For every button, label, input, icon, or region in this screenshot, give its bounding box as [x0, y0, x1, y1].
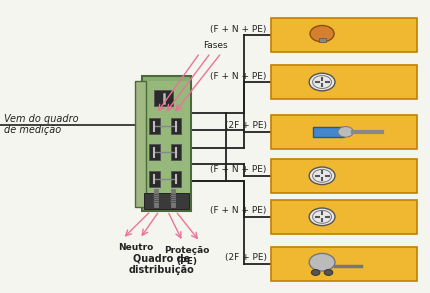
- Text: (2F + PE): (2F + PE): [224, 253, 267, 262]
- Circle shape: [324, 270, 333, 275]
- Bar: [271, 65, 417, 99]
- Bar: [271, 18, 417, 52]
- Circle shape: [311, 270, 320, 275]
- Text: Fases: Fases: [203, 41, 227, 50]
- Bar: [171, 171, 181, 187]
- Bar: [149, 171, 160, 187]
- Text: (F + N + PE): (F + N + PE): [210, 165, 267, 174]
- Text: (F + N + PE): (F + N + PE): [210, 71, 267, 81]
- Circle shape: [309, 208, 335, 226]
- Bar: [319, 38, 326, 42]
- Bar: [144, 81, 190, 207]
- Bar: [144, 193, 189, 209]
- Text: Quadro de
distribuição: Quadro de distribuição: [129, 254, 194, 275]
- Bar: [271, 200, 417, 234]
- Circle shape: [310, 25, 334, 42]
- Bar: [313, 127, 344, 137]
- Circle shape: [309, 253, 335, 271]
- Text: Proteção
(PE): Proteção (PE): [164, 246, 210, 265]
- Circle shape: [338, 127, 353, 137]
- Bar: [171, 118, 181, 134]
- Bar: [149, 118, 160, 134]
- Circle shape: [309, 73, 335, 91]
- Text: (F + N + PE): (F + N + PE): [210, 25, 267, 34]
- Text: Vem do quadro
de medição: Vem do quadro de medição: [4, 114, 79, 135]
- Bar: [271, 159, 417, 193]
- Text: (2F + PE): (2F + PE): [224, 121, 267, 130]
- Bar: [154, 90, 173, 106]
- Bar: [171, 144, 181, 160]
- Bar: [271, 115, 417, 149]
- Bar: [271, 247, 417, 281]
- Text: (F + N + PE): (F + N + PE): [210, 206, 267, 215]
- Bar: [142, 76, 191, 211]
- Bar: [135, 81, 146, 207]
- Text: Neutro: Neutro: [118, 243, 153, 252]
- Circle shape: [309, 167, 335, 185]
- Bar: [149, 144, 160, 160]
